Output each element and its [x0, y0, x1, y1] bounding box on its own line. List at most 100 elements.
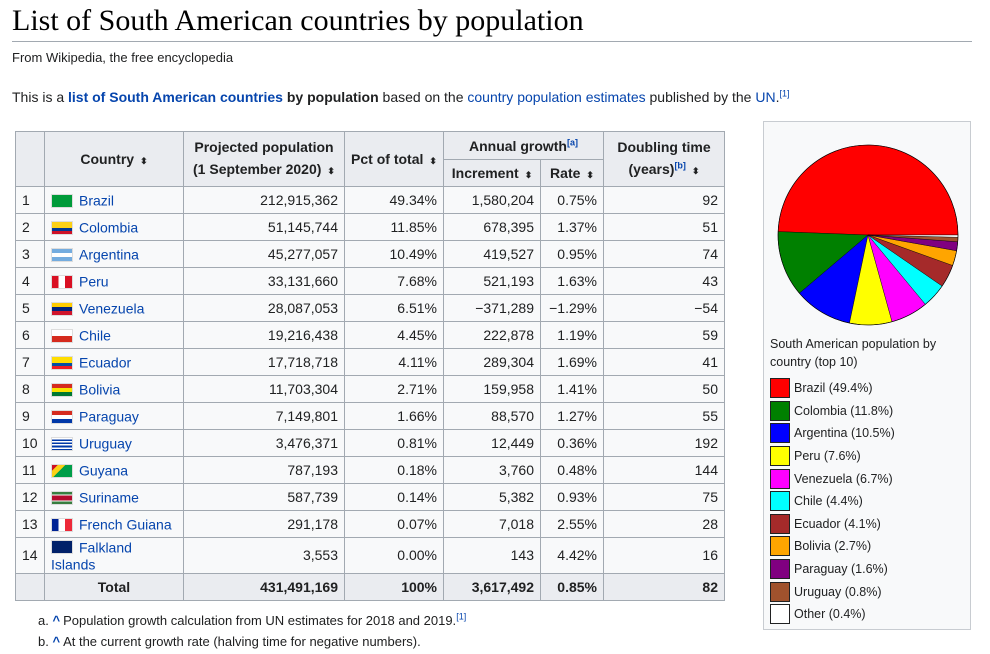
rank-cell: 6 [15, 321, 45, 349]
increment-cell: 289,304 [443, 348, 541, 376]
country-link-paraguay[interactable]: Paraguay [79, 408, 139, 425]
chart-caption: South American population by country (to… [770, 337, 937, 369]
rank-cell: 12 [15, 483, 45, 511]
increment-header[interactable]: Increment ⬍ [443, 159, 541, 187]
population-cell: 3,553 [183, 537, 345, 574]
doubling-header[interactable]: Doubling time (years)[b]⬍ [603, 131, 725, 187]
rate-cell: 0.75% [540, 186, 604, 214]
legend-item: Uruguay (0.8%) [770, 580, 895, 603]
table-row: 2 Colombia 51,145,744 11.85% 678,395 1.37% 51 [15, 213, 725, 241]
legend-item: Venezuela (6.7%) [770, 467, 895, 490]
population-cell: 291,178 [183, 510, 345, 538]
flag-falkland-islands-icon [51, 540, 73, 555]
total-row: Total 431,491,169 100% 3,617,492 0.85% 82 [15, 572, 725, 601]
pie-outline [777, 144, 959, 326]
legend-label: Peru (7.6%) [794, 449, 861, 464]
total-increment-cell: 3,617,492 [443, 572, 541, 601]
pct-cell: 10.49% [344, 240, 444, 268]
sort-arrows-icon[interactable]: ⬍ [524, 170, 533, 180]
increment-cell: 419,527 [443, 240, 541, 268]
intro-ref-link[interactable]: [1] [779, 88, 790, 99]
country-link-colombia[interactable]: Colombia [79, 219, 139, 236]
pct-cell: 0.00% [344, 537, 444, 574]
increment-cell: 159,958 [443, 375, 541, 403]
rate-cell: 4.42% [540, 537, 604, 574]
increment-cell: 88,570 [443, 402, 541, 430]
country-link-falkland-islands[interactable]: Falkland Islands [51, 539, 132, 573]
legend-swatch [770, 468, 790, 489]
flag-suriname-icon [51, 490, 73, 505]
pct-cell: 6.51% [344, 294, 444, 322]
population-cell: 33,131,660 [183, 267, 345, 295]
sort-arrows-icon[interactable]: ⬍ [429, 156, 437, 166]
intro-text-4: . [775, 89, 780, 105]
population-table: Country ⬍ Projected population (1 Septembe… [15, 131, 725, 601]
legend-item: Ecuador (4.1%) [770, 513, 895, 536]
country-link-uruguay[interactable]: Uruguay [79, 435, 132, 452]
sort-arrows-icon[interactable]: ⬍ [327, 166, 335, 176]
country-cell: Suriname [44, 483, 184, 511]
doubling-cell: 192 [603, 429, 725, 457]
legend-label: Paraguay (1.6%) [794, 562, 888, 577]
doubling-cell: 74 [603, 240, 725, 268]
rank-header [15, 131, 45, 187]
rank-cell: 4 [15, 267, 45, 295]
pie-chart [777, 144, 959, 326]
pct-header[interactable]: Pct of total ⬍ [344, 131, 444, 187]
doubling-cell: 144 [603, 456, 725, 484]
country-link-peru[interactable]: Peru [79, 273, 109, 290]
total-label-cell: Total [44, 572, 184, 601]
rate-cell: 1.37% [540, 213, 604, 241]
country-link-bolivia[interactable]: Bolivia [79, 381, 121, 398]
footnote-backlink[interactable]: ^ [52, 613, 61, 628]
rate-cell: 1.27% [540, 402, 604, 430]
chart-legend: Brazil (49.4%) Colombia (11.8%) Argentina … [770, 377, 895, 626]
total-doubling-cell: 82 [603, 572, 725, 601]
growth-ref-link[interactable]: [a] [567, 136, 578, 147]
legend-label: Chile (4.4%) [794, 494, 863, 509]
sort-arrows-icon[interactable]: ⬍ [140, 156, 148, 166]
rate-cell: −1.29% [540, 294, 604, 322]
intro-text-1: This is a [12, 89, 69, 105]
intro-text-3: published by the [645, 89, 756, 105]
footnote-backlink[interactable]: ^ [52, 634, 61, 649]
legend-label: Other (0.4%) [794, 607, 866, 622]
country-link-chile[interactable]: Chile [79, 327, 111, 344]
rate-cell: 0.36% [540, 429, 604, 457]
doubling-cell: 75 [603, 483, 725, 511]
country-cell: Paraguay [44, 402, 184, 430]
un-link[interactable]: UN [755, 89, 776, 105]
country-link-guyana[interactable]: Guyana [79, 462, 129, 479]
doubling-cell: 16 [603, 537, 725, 574]
country-link-venezuela[interactable]: Venezuela [79, 300, 145, 317]
legend-swatch [770, 604, 790, 625]
rank-cell: 13 [15, 510, 45, 538]
country-link-suriname[interactable]: Suriname [79, 489, 139, 506]
pct-cell: 4.45% [344, 321, 444, 349]
population-header[interactable]: Projected population (1 September 2020) ⬍ [183, 131, 345, 187]
footnote-ref-link[interactable]: [1] [456, 611, 467, 622]
pct-cell: 0.18% [344, 456, 444, 484]
country-header[interactable]: Country ⬍ [44, 131, 184, 187]
table-row: 13 French Guiana 291,178 0.07% 7,018 2.55% 28 [15, 510, 725, 538]
table-row: 8 Bolivia 11,703,304 2.71% 159,958 1.41% 50 [15, 375, 725, 403]
doubling-cell: 50 [603, 375, 725, 403]
table-row: 12 Suriname 587,739 0.14% 5,382 0.93% 75 [15, 483, 725, 511]
country-link-brazil[interactable]: Brazil [79, 192, 115, 209]
flag-brazil-icon [51, 193, 73, 208]
sort-arrows-icon[interactable]: ⬍ [691, 166, 700, 176]
population-cell: 7,149,801 [183, 402, 345, 430]
total-population-cell: 431,491,169 [183, 572, 345, 601]
list-link[interactable]: list of South American countries [68, 89, 283, 105]
country-link-french-guiana[interactable]: French Guiana [79, 516, 172, 533]
country-link-ecuador[interactable]: Ecuador [79, 354, 132, 371]
increment-cell: 1,580,204 [443, 186, 541, 214]
doubling-ref-link[interactable]: [b] [674, 160, 686, 171]
country-cell: Brazil [44, 186, 184, 214]
country-link-argentina[interactable]: Argentina [79, 246, 139, 263]
sort-arrows-icon[interactable]: ⬍ [586, 170, 594, 180]
table-row: 10 Uruguay 3,476,371 0.81% 12,449 0.36% 192 [15, 429, 725, 457]
estimates-link[interactable]: country population estimates [467, 89, 646, 105]
flag-colombia-icon [51, 220, 73, 235]
rate-header[interactable]: Rate ⬍ [540, 159, 604, 187]
